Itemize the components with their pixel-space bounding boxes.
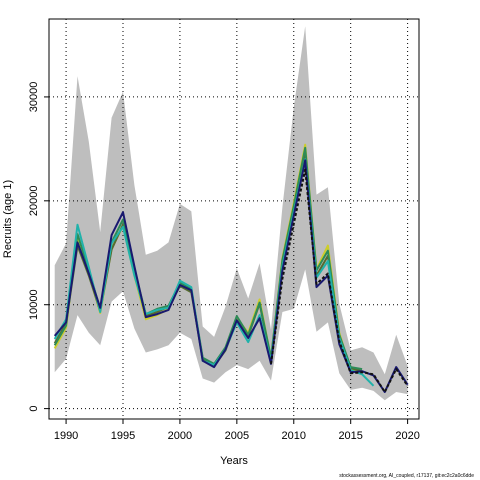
series-layer	[53, 143, 409, 393]
y-tick-label: 0	[28, 406, 40, 412]
axis-ticks-layer: 1990 1995 2000 2005 2010 2015 2020 0 10000 20000 3…	[28, 82, 420, 442]
y-tick-label: 10000	[28, 289, 40, 320]
x-tick-label: 2015	[338, 430, 362, 442]
x-tick-label: 2005	[225, 430, 249, 442]
series-line-6	[270, 168, 409, 393]
x-tick-label: 2000	[168, 430, 192, 442]
x-tick-label: 1995	[111, 430, 135, 442]
footer-source: stockassessment.org, AI_coupled, r17137,…	[339, 473, 474, 479]
y-axis-label: Recruits (age 1)	[2, 180, 14, 258]
x-tick-label: 1990	[54, 430, 78, 442]
y-tick-label: 20000	[28, 186, 40, 217]
x-axis-label: Years	[220, 455, 248, 467]
series-line-4	[53, 158, 375, 387]
x-tick-label: 2010	[282, 430, 306, 442]
y-tick-label: 30000	[28, 82, 40, 113]
x-tick-label: 2020	[395, 430, 419, 442]
series-line-5	[53, 159, 409, 393]
plot-frame	[48, 18, 420, 420]
